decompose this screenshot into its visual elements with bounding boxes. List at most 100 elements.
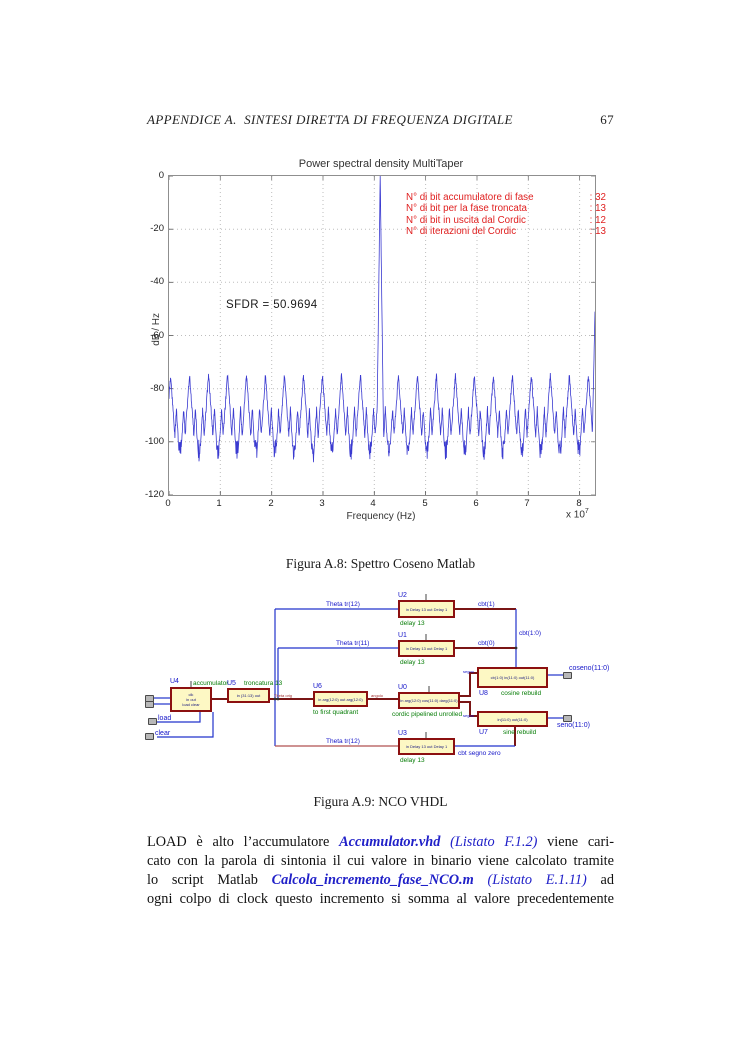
- wire-label: coseno(11:0): [569, 665, 610, 672]
- block-function-label: sine rebuild: [503, 729, 537, 736]
- wire-label: seno(11:0): [557, 722, 590, 729]
- annotation-label: N° di bit accumulatore di fase: [406, 192, 534, 203]
- block-port-text: in Delay 13 out Delay 1: [405, 606, 448, 612]
- block-instance-label: U4: [170, 678, 179, 685]
- body-text: ogni colpo di clock questo incremento si…: [147, 891, 614, 907]
- plot-area: [168, 175, 596, 496]
- sine-output-port: [563, 715, 572, 722]
- block-function-label: cordic pipelined unrolled: [392, 711, 463, 718]
- running-head: APPENDICE A. SINTESI DIRETTA DI FREQUENZ…: [147, 112, 513, 127]
- chart-title: Power spectral density MultiTaper: [298, 158, 464, 170]
- wire-label: cbt(1:0): [519, 630, 542, 637]
- y-tick-label: -40: [150, 276, 164, 287]
- block-u4: clk in out load clear: [170, 687, 212, 712]
- figure-a8-caption: Figura A.8: Spettro Coseno Matlab: [285, 556, 476, 571]
- annotation-value: : 13: [589, 226, 606, 238]
- wire-label: angolo: [371, 693, 384, 698]
- annotation-value: : 12: [589, 214, 606, 226]
- paragraph-line: ogni colpo di clock questo incremento si…: [147, 890, 614, 909]
- figure-a9-caption: Figura A.9: NCO VHDL: [313, 794, 448, 809]
- y-tick-label: -120: [144, 489, 164, 500]
- file-reference: Calcola_incremento_fase_NCO.m: [271, 872, 474, 888]
- annotation-value: : 13: [589, 203, 606, 215]
- figure-a9-diagram: clk in out load clear U4 accumulator in (31…: [145, 588, 615, 788]
- block-port-text: in(11:0) out(11:0): [497, 716, 528, 722]
- block-function-label: to first quadrant: [313, 709, 359, 716]
- paragraph-line: cato con la parola di sintonia il cui va…: [147, 852, 614, 871]
- parameter-annotation-row: N° di iterazioni del Cordic : 13: [406, 226, 606, 237]
- block-u2: in Delay 13 out Delay 1: [398, 600, 455, 618]
- wire-label: segno: [463, 669, 474, 674]
- block-port-text: in Delay 13 out Delay 1: [405, 646, 448, 651]
- input-port: [145, 701, 154, 708]
- diagram-wires: [154, 594, 563, 747]
- x-tick-label: 4: [370, 498, 376, 509]
- block-u7: in(11:0) out(11:0): [477, 711, 548, 727]
- x-tick-label: 8: [576, 498, 582, 509]
- body-text: cato con la parola di sintonia il cui va…: [147, 853, 614, 869]
- wire-label: Theta orig: [274, 693, 293, 698]
- block-port-text: in arg(12:0) cos(11:0) darg(11:0): [400, 698, 458, 703]
- block-function-label: delay 13: [400, 757, 425, 764]
- block-instance-label: U8: [479, 690, 488, 697]
- block-instance-label: U2: [398, 592, 407, 599]
- body-paragraph: LOAD è alto l’accumulatore Accumulator.v…: [147, 833, 614, 909]
- sfdr-annotation: SFDR = 50.9694: [226, 299, 318, 311]
- parameter-annotation-row: N° di bit accumulatore di fase : 32: [406, 192, 606, 203]
- x-tick-label: 0: [165, 498, 171, 509]
- x-tick-label: 7: [524, 498, 530, 509]
- chart-canvas: [169, 176, 595, 495]
- wire-label: cbt(1): [478, 601, 495, 608]
- block-u0: in arg(12:0) cos(11:0) darg(11:0): [398, 692, 460, 709]
- paragraph-line: LOAD è alto l’accumulatore Accumulator.v…: [147, 833, 614, 852]
- block-port-text: cb(1:0) in(11:0) out(11:0): [490, 675, 535, 680]
- parameter-annotation-row: N° di bit in uscita dal Cordic: 12: [406, 215, 606, 226]
- listing-reference: (Listato E.1.11): [473, 872, 587, 888]
- y-tick-label: -80: [150, 383, 164, 394]
- block-instance-label: U7: [479, 729, 488, 736]
- block-instance-label: U0: [398, 684, 407, 691]
- x-tick-label: 3: [319, 498, 325, 509]
- x-tick-label: 2: [268, 498, 274, 509]
- spectrum-line: [169, 176, 595, 463]
- block-instance-label: U1: [398, 632, 407, 639]
- y-tick-label: -100: [144, 436, 164, 447]
- file-reference: Accumulator.vhd: [339, 834, 441, 850]
- block-function-label: delay 13: [400, 659, 425, 666]
- annotation-value: : 32: [589, 192, 606, 203]
- wire-label: segno: [463, 713, 474, 718]
- block-function-label: troncatura 13: [244, 680, 283, 687]
- cosine-output-port: [563, 672, 572, 679]
- parameter-annotations: N° di bit accumulatore di fase: 32 N° di …: [406, 192, 606, 238]
- y-tick-label: 0: [158, 170, 164, 181]
- x-axis-label: Frequency (Hz): [346, 511, 416, 522]
- body-text: lo script Matlab: [147, 872, 272, 888]
- block-instance-label: U6: [313, 683, 322, 690]
- page-number: 67: [600, 112, 614, 127]
- block-u1: in Delay 13 out Delay 1: [398, 640, 455, 657]
- block-instance-label: U3: [398, 730, 407, 737]
- block-function-label: accumulator: [193, 680, 229, 687]
- block-port-text: in Delay 13 out Delay 1: [405, 744, 448, 749]
- annotation-label: N° di iterazioni del Cordic: [406, 226, 517, 238]
- block-port-text: clk in out load clear: [182, 692, 200, 707]
- wire-label: Theta tr(11): [336, 640, 370, 647]
- wire-label: cbt segno zero: [458, 750, 501, 757]
- body-text: viene cari-: [537, 834, 615, 850]
- wire-label: cbt(0): [478, 640, 495, 647]
- y-tick-label: -20: [150, 223, 164, 234]
- wire-label: load: [158, 715, 172, 722]
- body-text: LOAD è alto l’accumulatore: [147, 834, 340, 850]
- paragraph-line: lo script Matlab Calcola_incremento_fase…: [147, 871, 614, 890]
- x-tick-label: 6: [473, 498, 479, 509]
- block-u3: in Delay 13 out Delay 1: [398, 738, 455, 755]
- x-tick-label: 1: [216, 498, 222, 509]
- block-function-label: delay 13: [400, 620, 425, 627]
- parameter-annotation-row: N° di bit per la fase troncata : 13: [406, 203, 606, 214]
- block-port-text: in arg(12:0) out arg(12:0): [318, 696, 363, 702]
- block-u5: in (31:13) out: [227, 688, 270, 703]
- page-header: APPENDICE A. SINTESI DIRETTA DI FREQUENZ…: [147, 112, 614, 128]
- annotation-label: N° di bit per la fase troncata: [406, 203, 527, 215]
- listing-reference: (Listato F.1.2): [440, 834, 538, 850]
